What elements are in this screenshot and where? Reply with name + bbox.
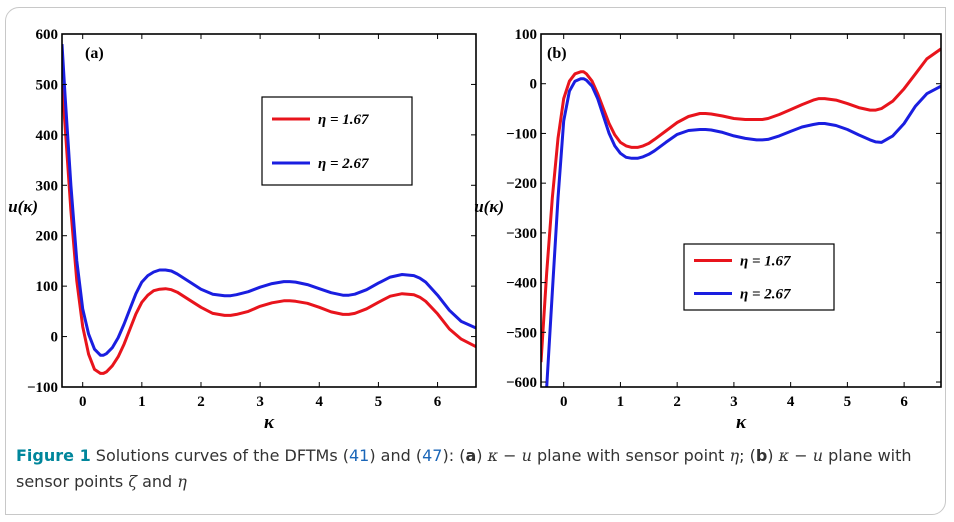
x-tick-label: 3: [730, 394, 738, 410]
y-axis-label: u(κ): [474, 197, 504, 216]
panel-ref-a: a: [465, 446, 477, 465]
x-tick-label: 1: [617, 394, 625, 410]
x-axis-label: κ: [736, 412, 747, 430]
y-tick-label: −100: [506, 126, 537, 142]
x-tick-label: 2: [673, 394, 681, 410]
y-tick-label: 300: [36, 178, 59, 194]
x-tick-label: 3: [256, 394, 264, 410]
series-line: [545, 77, 941, 387]
x-tick-label: 6: [434, 394, 442, 410]
math-expression: κ − u: [487, 446, 532, 465]
y-tick-label: −200: [506, 176, 537, 192]
caption-text: ; (: [739, 446, 756, 465]
y-tick-label: −400: [506, 276, 537, 292]
y-tick-label: 100: [515, 27, 538, 43]
x-tick-label: 0: [79, 394, 87, 410]
caption-text: ): [767, 446, 779, 465]
math-symbol: η: [177, 472, 187, 491]
x-tick-label: 5: [375, 394, 383, 410]
x-tick-label: 2: [197, 394, 205, 410]
x-tick-label: 6: [900, 394, 908, 410]
chart-panel-a: 0 1 2 3 4 5 6 −100 0 100 200 300 400 500 600 u(κ) κ (a) η …: [8, 27, 477, 430]
panel-label: (b): [547, 45, 567, 62]
figure-panels: 0 1 2 3 4 5 6−1000100200300400500600u(κ)κ(a)η …: [8, 27, 942, 430]
y-tick-label: −300: [506, 226, 537, 242]
caption-text: Solutions curves of the DFTMs (: [90, 446, 349, 465]
legend: η = 1.67 η = 2.67: [261, 96, 413, 186]
legend: η = 1.67 η = 2.67: [683, 243, 835, 311]
y-tick-label: 200: [36, 229, 59, 245]
legend-box: [261, 96, 413, 186]
x-tick-label: 5: [844, 394, 852, 410]
legend-box: [683, 243, 835, 311]
panel-label: (a): [85, 45, 104, 62]
legend-label: η = 1.67: [740, 253, 791, 269]
plot-area-frame: [540, 33, 942, 388]
equation-reference-link[interactable]: 41: [348, 446, 370, 465]
x-tick-label: 0: [560, 394, 568, 410]
y-axis-label: u(κ): [8, 197, 38, 216]
math-expression: κ − u: [778, 446, 823, 465]
caption-text: ): (: [442, 446, 466, 465]
y-tick-label: −600: [506, 375, 537, 391]
y-tick-label: 0: [51, 330, 59, 346]
x-tick-label: 4: [787, 394, 795, 410]
y-tick-label: 400: [36, 128, 59, 144]
legend-label: η = 2.67: [740, 286, 791, 302]
figure-frame: [5, 7, 946, 515]
caption-text: ) and (: [369, 446, 423, 465]
x-tick-label: 4: [316, 394, 324, 410]
y-tick-label: 600: [36, 27, 59, 43]
plot-area-frame: [61, 33, 477, 388]
equation-reference-link[interactable]: 47: [422, 446, 443, 465]
y-tick-label: −500: [506, 325, 537, 341]
caption-text: ): [476, 446, 488, 465]
chart-panel-b: 0 1 2 3 4 5 6 −600 −500 −400 −300 −200 −100 0 100 u(κ) κ…: [474, 27, 942, 430]
caption-text: plane with sensor points: [16, 446, 912, 491]
y-tick-label: 0: [530, 77, 538, 93]
figure-label: Figure 1: [16, 446, 91, 465]
x-axis-label: κ: [264, 412, 275, 430]
y-tick-label: 100: [36, 279, 59, 295]
series-line: [541, 47, 941, 363]
y-tick-label: −100: [27, 380, 58, 396]
math-symbol: ζ: [128, 472, 138, 491]
series-line: [62, 84, 476, 375]
legend-label: η = 2.67: [318, 156, 369, 172]
math-symbol: η: [729, 446, 740, 465]
legend-label: η = 1.67: [318, 112, 369, 128]
series-line: [62, 44, 476, 357]
y-tick-label: 500: [36, 77, 59, 93]
caption-text: and: [137, 472, 178, 491]
figure-caption: Figure 1 Solutions curves of the DFTMs (…: [16, 443, 941, 495]
panel-ref-b: b: [755, 446, 768, 465]
x-tick-label: 1: [138, 394, 146, 410]
caption-text: plane with sensor point: [531, 446, 730, 465]
